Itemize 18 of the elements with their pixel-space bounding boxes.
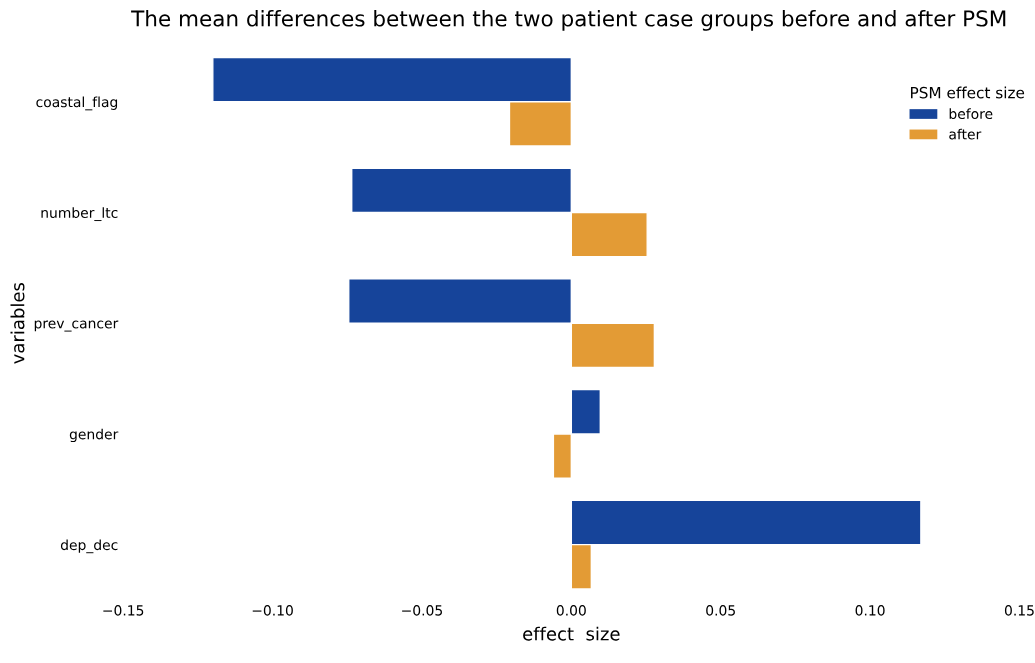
y-tick-label: number_ltc xyxy=(41,207,118,222)
x-tick-label: −0.10 xyxy=(252,605,293,616)
y-tick-label: coastal_flag xyxy=(36,96,118,111)
legend-label: after xyxy=(949,128,982,140)
y-tick-label: dep_dec xyxy=(60,539,118,554)
y-tick-label: gender xyxy=(69,428,119,443)
chart-title: The mean differences between the two patient case groups before and after PSM xyxy=(131,9,1006,31)
legend-label: before xyxy=(949,108,993,120)
x-tick-label: −0.15 xyxy=(103,605,144,616)
y-axis-title: variables xyxy=(10,282,25,364)
legend-title: PSM effect size xyxy=(911,86,1025,99)
x-tick-label: −0.05 xyxy=(402,605,442,616)
x-axis-title: effect size xyxy=(523,626,620,641)
x-tick-label: 0.05 xyxy=(706,605,735,616)
x-tick-label: 0.15 xyxy=(1004,605,1034,616)
x-tick-label: 0.00 xyxy=(556,605,586,616)
y-tick-label: prev_cancer xyxy=(34,320,119,332)
x-tick-label: 0.10 xyxy=(855,605,885,616)
